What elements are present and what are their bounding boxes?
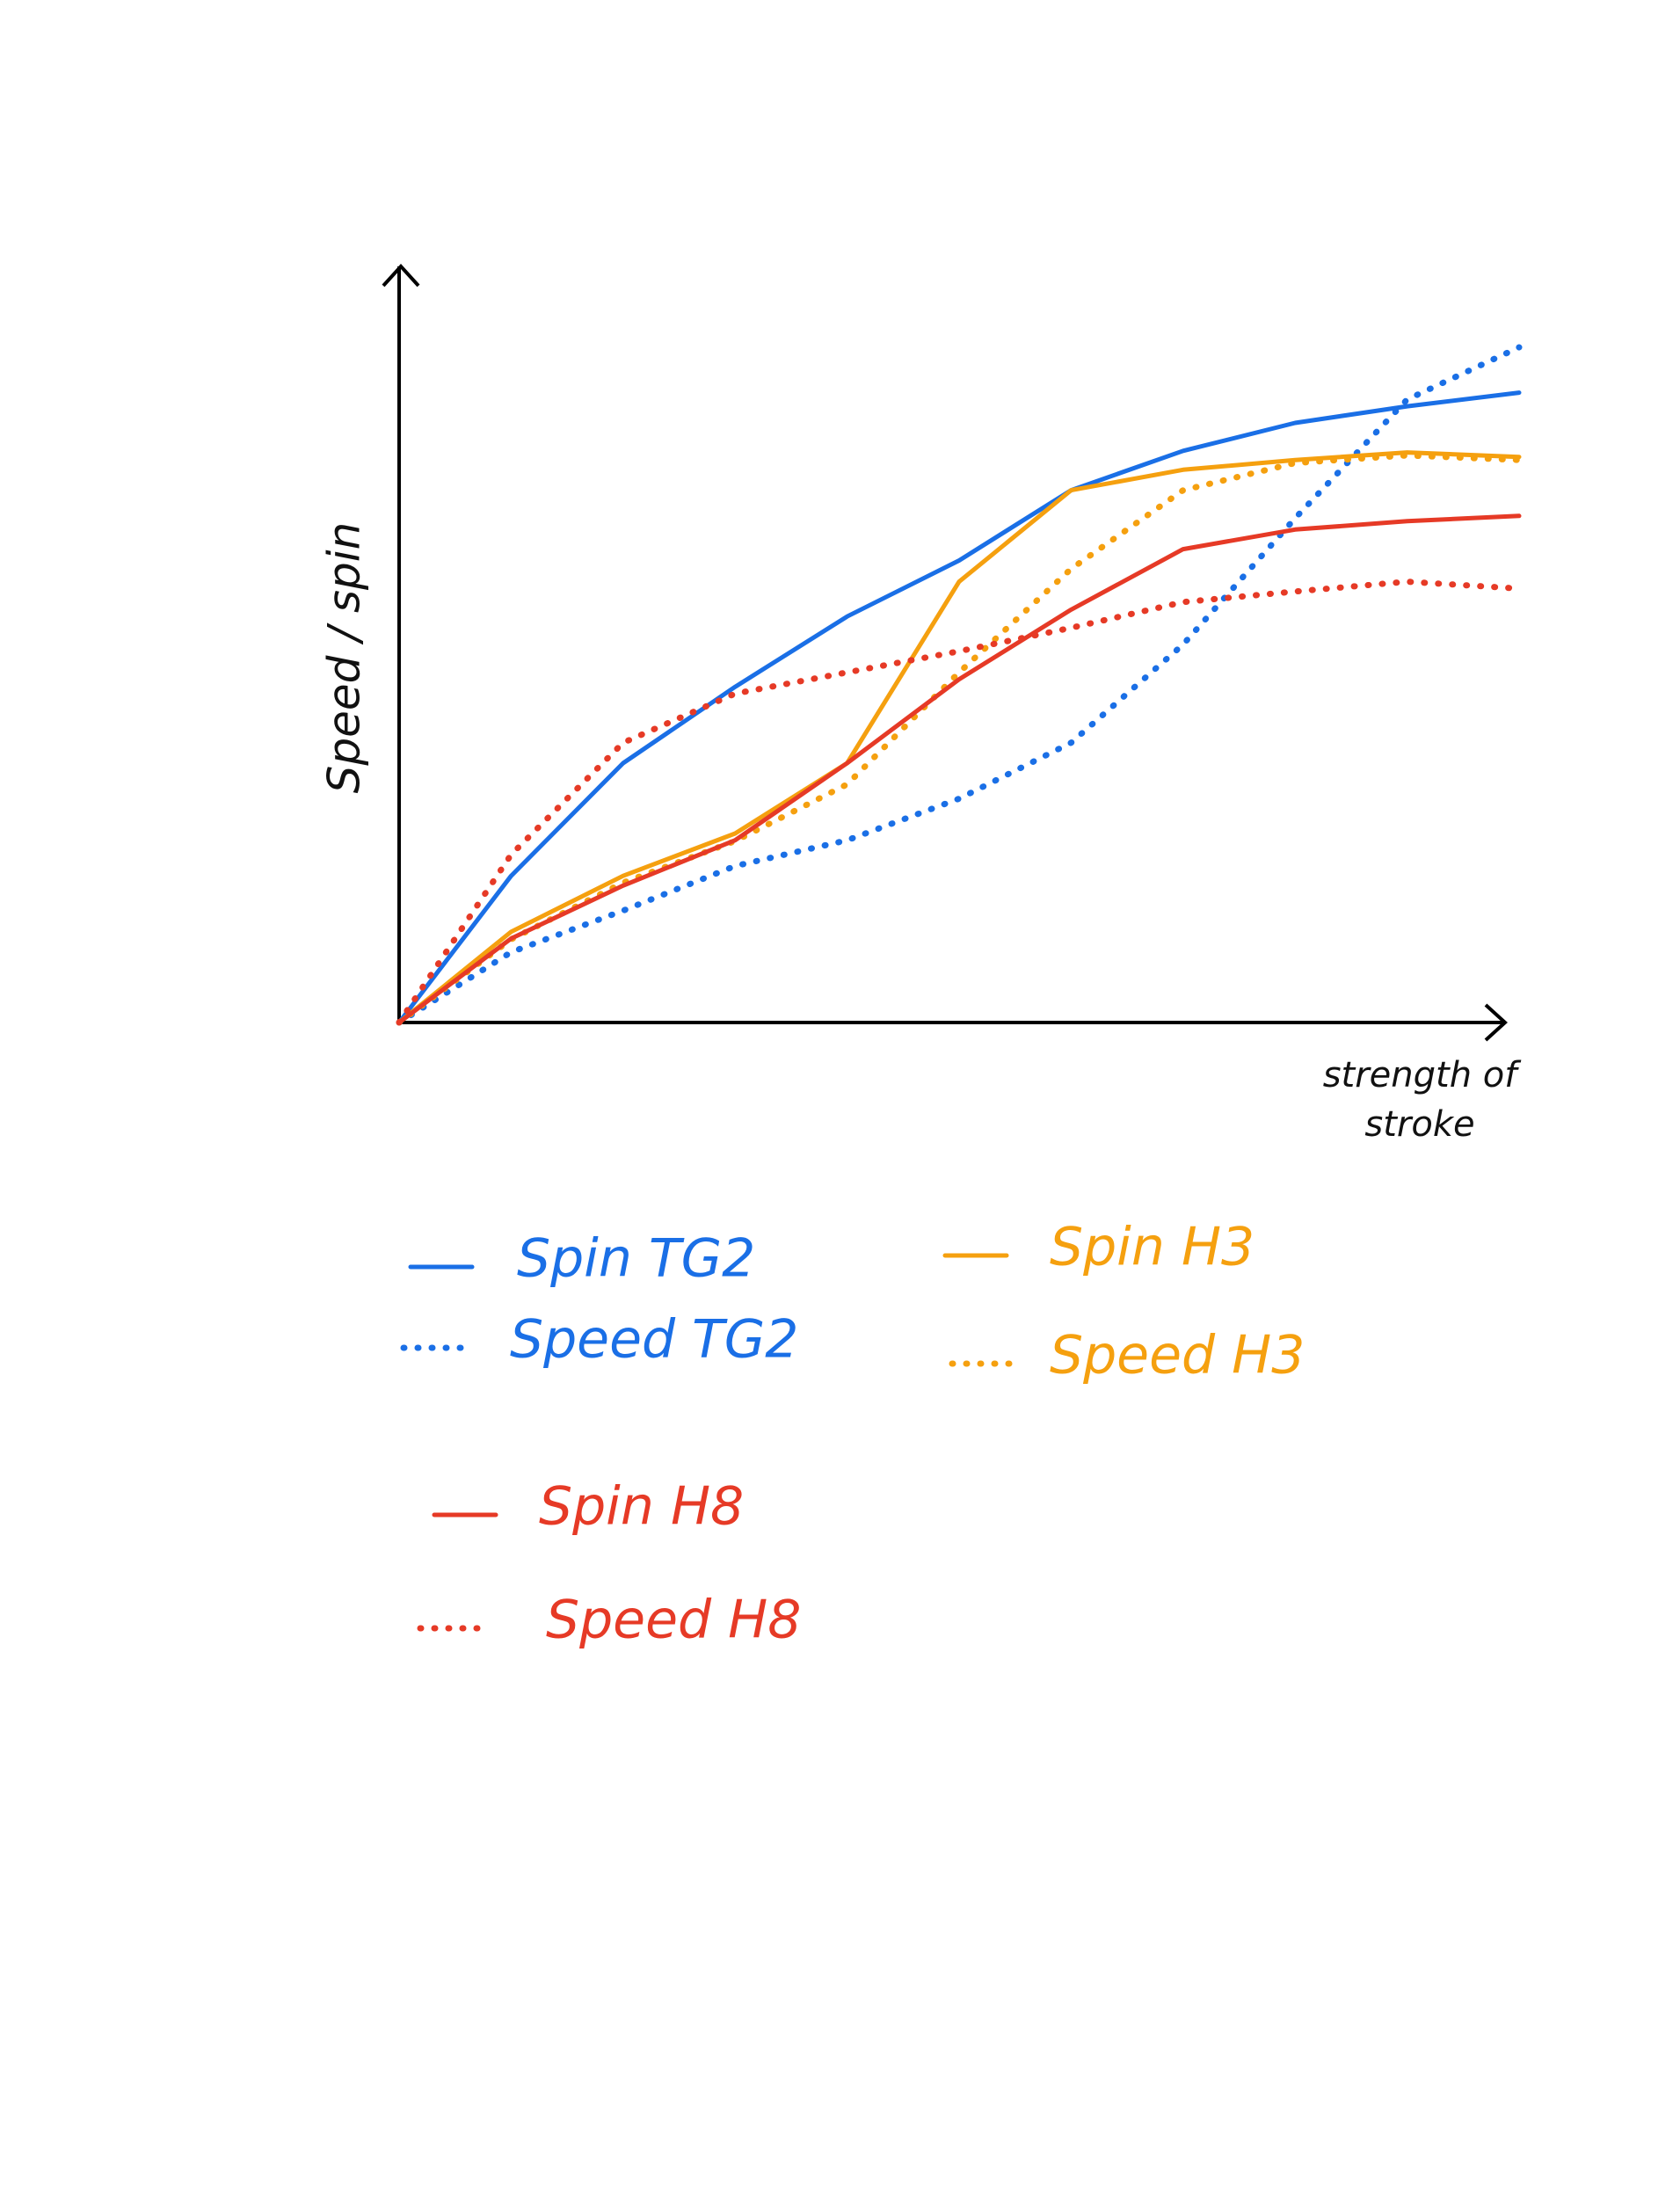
y-axis-arrow (382, 264, 420, 287)
legend-label: Spin H3 (1050, 1217, 1255, 1278)
legend-label: Spin H8 (539, 1476, 744, 1538)
series-line (396, 513, 1522, 1025)
legend-label: Speed TG2 (510, 1309, 798, 1371)
series-line (396, 390, 1522, 1025)
legend-label: Speed H8 (546, 1590, 801, 1651)
legend-label: Spin TG2 (517, 1228, 755, 1290)
series-line (396, 579, 1523, 1026)
series-line (396, 450, 1522, 1025)
series-line (396, 452, 1523, 1026)
x-axis-arrow (1484, 1003, 1508, 1042)
legend-label: Speed H3 (1050, 1325, 1305, 1386)
x-axis-label: strength of stroke (1322, 1055, 1517, 1145)
y-axis-label: Speed / spin (319, 522, 370, 794)
series-line (396, 344, 1523, 1026)
